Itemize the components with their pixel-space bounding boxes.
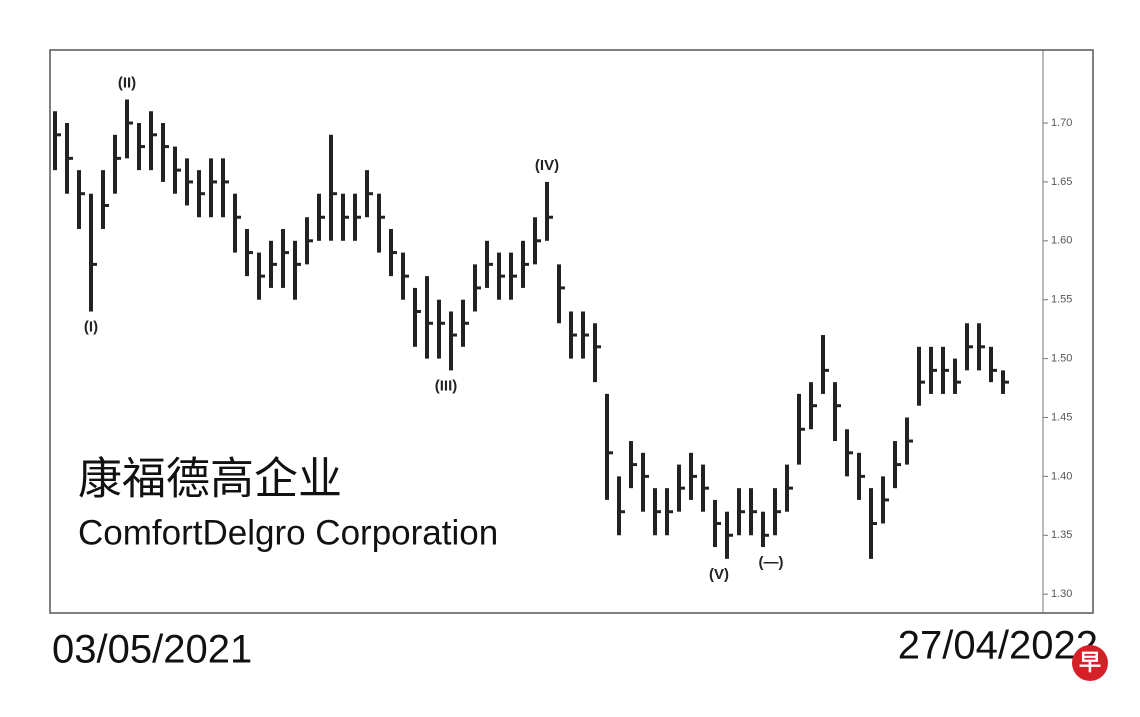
wave-label: (II) [118,74,136,91]
wave-label: (I) [84,318,98,335]
y-tick-label: 1.40 [1051,470,1072,482]
wave-label: (—) [759,554,784,571]
y-tick-label: 1.55 [1051,294,1072,306]
chart-title: 康福德高企业 [78,455,342,504]
wave-label: (IV) [535,157,559,174]
y-tick-label: 1.70 [1051,117,1072,129]
y-tick-label: 1.45 [1051,411,1072,423]
y-tick-label: 1.35 [1051,529,1072,541]
y-tick-label: 1.30 [1051,588,1072,600]
logo: 早 [1079,650,1101,675]
start-date: 03/05/2021 [52,628,252,672]
end-date: 27/04/2022 [898,624,1098,668]
y-tick-label: 1.60 [1051,235,1072,247]
wave-label: (III) [435,377,458,394]
logo-circle [1072,645,1108,681]
wave-label: (V) [709,566,729,583]
y-tick-label: 1.65 [1051,176,1072,188]
chart-subtitle: ComfortDelgro Corporation [78,513,498,552]
y-tick-label: 1.50 [1051,352,1072,364]
